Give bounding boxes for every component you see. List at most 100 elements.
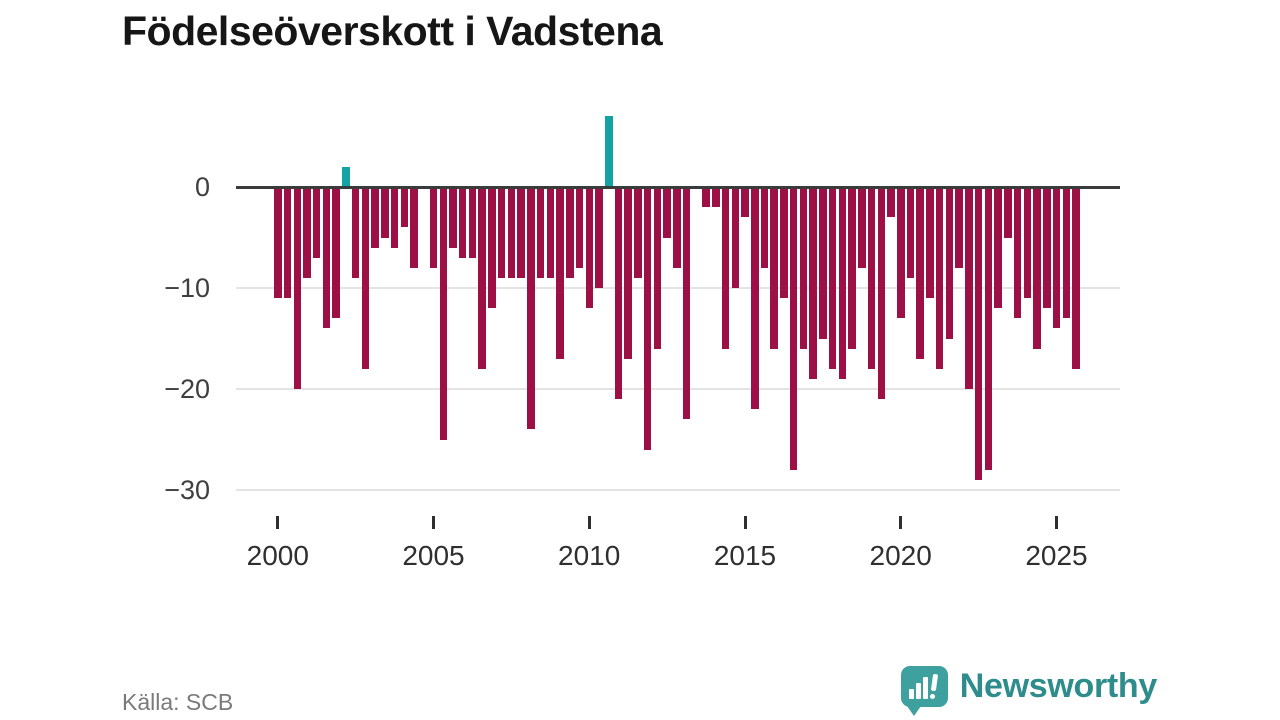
bar — [546, 187, 555, 278]
bar — [322, 187, 331, 329]
bar — [488, 187, 496, 309]
bar — [439, 187, 447, 440]
bar — [429, 187, 438, 268]
bar — [575, 187, 584, 268]
bar — [605, 116, 613, 187]
newsworthy-bubble-icon — [900, 666, 948, 716]
bar — [955, 187, 963, 268]
chart-title: Födelseöverskott i Vadstena — [122, 8, 663, 54]
bar — [721, 187, 730, 349]
bar — [458, 187, 467, 258]
bar — [283, 187, 292, 299]
bar — [770, 187, 778, 349]
x-axis-tick — [587, 516, 591, 529]
x-axis-label: 2010 — [558, 540, 621, 571]
bar — [994, 187, 1002, 309]
bar — [634, 187, 642, 278]
exclamation-icon — [929, 694, 935, 699]
x-axis-tick — [432, 516, 435, 529]
bar-icon — [915, 683, 921, 699]
bar-icon — [908, 689, 914, 699]
x-axis-tick — [1055, 516, 1058, 529]
bar — [848, 187, 856, 349]
bar-icon — [922, 677, 928, 699]
bar — [741, 187, 749, 218]
y-gridline — [236, 287, 1120, 289]
bar — [556, 187, 564, 359]
y-axis-label: −20 — [164, 374, 210, 404]
x-axis-label: 2005 — [402, 540, 465, 571]
bar — [361, 187, 370, 369]
speech-bubble-tail — [906, 706, 921, 716]
bar — [585, 187, 593, 309]
brand-logo: Newsworthy — [900, 666, 1158, 716]
bar — [867, 187, 876, 369]
bar — [945, 187, 954, 339]
x-axis-tick — [743, 516, 747, 529]
bar — [342, 166, 350, 187]
bar — [449, 187, 457, 248]
bar — [663, 187, 671, 238]
x-axis-tick — [276, 516, 280, 529]
bar — [527, 187, 535, 430]
bar — [799, 187, 808, 349]
bar — [293, 187, 301, 389]
brand-name: Newsworthy — [959, 667, 1158, 705]
bar — [712, 187, 720, 208]
x-axis-label: 2000 — [246, 540, 309, 571]
y-gridline — [236, 489, 1120, 491]
bar — [643, 187, 652, 450]
bar — [312, 187, 321, 258]
bar — [809, 187, 817, 379]
bar — [935, 187, 944, 369]
bar — [1062, 187, 1070, 319]
bar — [819, 187, 827, 339]
bar — [877, 187, 885, 400]
bar — [468, 187, 477, 258]
bar — [1004, 187, 1012, 238]
y-gridline — [236, 388, 1120, 390]
bar — [274, 187, 282, 299]
x-axis-label: 2015 — [713, 540, 777, 571]
y-axis-label: −10 — [164, 273, 210, 303]
bar — [303, 187, 311, 278]
bar — [828, 187, 837, 369]
x-axis-label: 2020 — [869, 540, 932, 571]
bar — [838, 187, 847, 379]
bar — [478, 187, 486, 369]
bar — [624, 187, 632, 359]
bar — [497, 187, 506, 278]
bar — [702, 187, 710, 208]
bar — [789, 187, 798, 470]
bar — [974, 187, 983, 480]
bar — [887, 187, 895, 218]
y-axis-label: −30 — [164, 475, 210, 505]
x-axis-label: 2025 — [1025, 540, 1088, 571]
bar — [381, 187, 389, 238]
bar — [1023, 187, 1031, 299]
bar — [517, 187, 525, 278]
zero-axis-line — [236, 185, 1120, 189]
bar — [780, 187, 788, 299]
x-axis-tick — [899, 516, 903, 529]
bar — [751, 187, 759, 410]
bar — [400, 187, 408, 228]
bar — [1043, 187, 1051, 309]
exclamation-icon — [930, 673, 938, 692]
bar — [1072, 187, 1080, 369]
bar — [507, 187, 516, 278]
bar — [673, 187, 681, 268]
bar — [536, 187, 545, 278]
bar — [731, 187, 739, 288]
bar — [351, 187, 360, 278]
bar — [332, 187, 340, 319]
bar — [916, 187, 924, 359]
bar — [1013, 187, 1022, 319]
bar — [926, 187, 934, 299]
bar — [682, 187, 691, 420]
bar — [595, 187, 603, 288]
bar — [1033, 187, 1041, 349]
bar — [984, 187, 993, 470]
